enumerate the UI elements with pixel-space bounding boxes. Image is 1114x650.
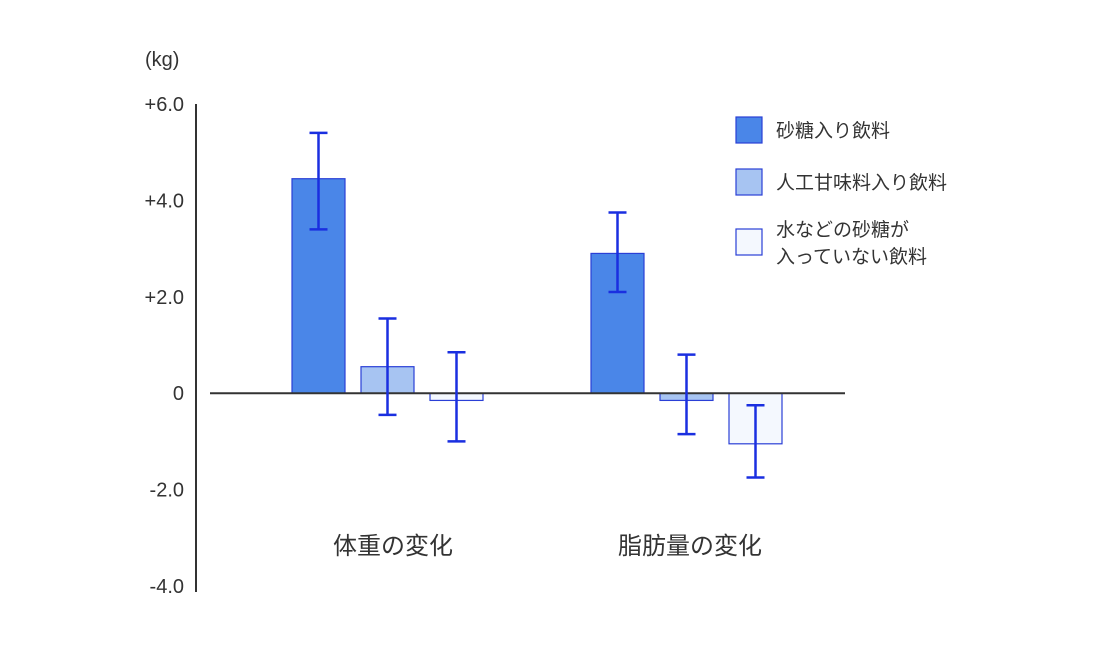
y-tick-labels: +6.0 +4.0 +2.0 0 -2.0 -4.0 bbox=[145, 94, 184, 598]
y-tick-label: -2.0 bbox=[150, 480, 184, 502]
legend-swatch bbox=[735, 168, 763, 196]
category-label: 脂肪量の変化 bbox=[618, 532, 762, 560]
legend-label: 人工甘味料入り飲料 bbox=[776, 172, 947, 194]
error-bars bbox=[309, 131, 765, 479]
legend-label: 砂糖入り飲料 bbox=[776, 120, 890, 142]
legend-label: 入っていない飲料 bbox=[776, 246, 927, 268]
y-tick-label: 0 bbox=[173, 383, 184, 405]
bars bbox=[291, 178, 783, 445]
category-labels: 体重の変化 脂肪量の変化 bbox=[333, 532, 762, 560]
category-label: 体重の変化 bbox=[333, 532, 453, 560]
y-tick-label: +6.0 bbox=[145, 94, 184, 116]
y-tick-label: +2.0 bbox=[145, 287, 184, 309]
legend-swatch bbox=[735, 228, 763, 256]
legend-label: 水などの砂糖が bbox=[776, 219, 909, 241]
y-tick-label: -4.0 bbox=[150, 576, 184, 598]
y-unit-label: (kg) bbox=[145, 49, 179, 71]
y-tick-label: +4.0 bbox=[145, 190, 184, 212]
legend-swatch bbox=[735, 116, 763, 144]
